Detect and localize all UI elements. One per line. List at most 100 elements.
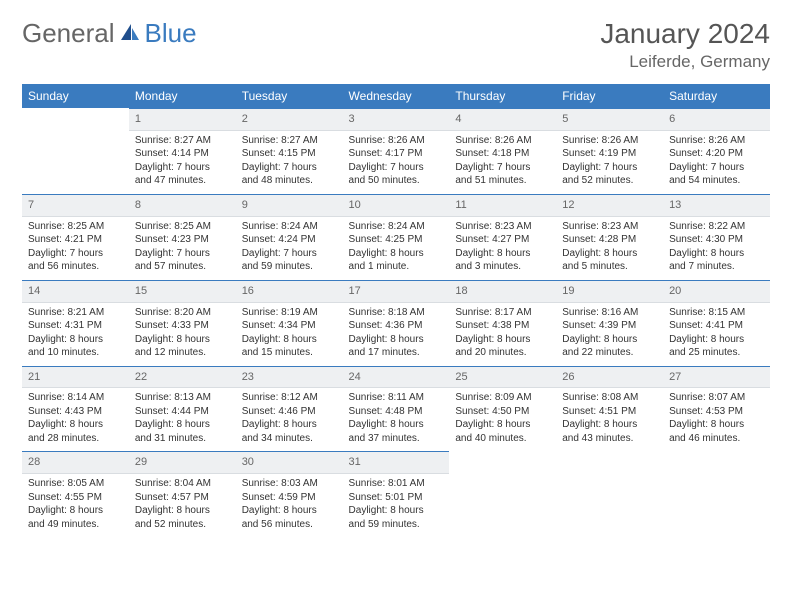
day-ss: Sunset: 4:14 PM: [135, 147, 230, 161]
calendar-day: 25Sunrise: 8:09 AMSunset: 4:50 PMDayligh…: [449, 366, 556, 452]
logo: General Blue: [22, 18, 197, 49]
month-title: January 2024: [600, 18, 770, 50]
calendar-day: 17Sunrise: 8:18 AMSunset: 4:36 PMDayligh…: [343, 280, 450, 366]
day-details: Sunrise: 8:04 AMSunset: 4:57 PMDaylight:…: [129, 474, 236, 537]
day-d2: and 46 minutes.: [669, 432, 764, 446]
day-ss: Sunset: 4:39 PM: [562, 319, 657, 333]
day-d2: and 50 minutes.: [349, 174, 444, 188]
day-ss: Sunset: 4:24 PM: [242, 233, 337, 247]
day-d2: and 1 minute.: [349, 260, 444, 274]
day-d2: and 31 minutes.: [135, 432, 230, 446]
day-number: 22: [129, 366, 236, 389]
weekday-header: Sunday: [22, 84, 129, 108]
day-sr: Sunrise: 8:26 AM: [455, 134, 550, 148]
day-ss: Sunset: 4:53 PM: [669, 405, 764, 419]
day-sr: Sunrise: 8:25 AM: [28, 220, 123, 234]
calendar-day: 19Sunrise: 8:16 AMSunset: 4:39 PMDayligh…: [556, 280, 663, 366]
day-number: 6: [663, 108, 770, 131]
day-ss: Sunset: 4:31 PM: [28, 319, 123, 333]
day-sr: Sunrise: 8:22 AM: [669, 220, 764, 234]
day-d2: and 5 minutes.: [562, 260, 657, 274]
day-sr: Sunrise: 8:26 AM: [669, 134, 764, 148]
day-d1: Daylight: 7 hours: [135, 247, 230, 261]
day-number: 12: [556, 194, 663, 217]
day-d1: Daylight: 7 hours: [242, 247, 337, 261]
calendar-day: 14Sunrise: 8:21 AMSunset: 4:31 PMDayligh…: [22, 280, 129, 366]
day-sr: Sunrise: 8:03 AM: [242, 477, 337, 491]
calendar-day: 10Sunrise: 8:24 AMSunset: 4:25 PMDayligh…: [343, 194, 450, 280]
day-sr: Sunrise: 8:17 AM: [455, 306, 550, 320]
day-details: Sunrise: 8:21 AMSunset: 4:31 PMDaylight:…: [22, 303, 129, 366]
day-d2: and 37 minutes.: [349, 432, 444, 446]
day-details: Sunrise: 8:11 AMSunset: 4:48 PMDaylight:…: [343, 388, 450, 451]
day-ss: Sunset: 4:30 PM: [669, 233, 764, 247]
day-d1: Daylight: 8 hours: [455, 333, 550, 347]
day-number: 29: [129, 451, 236, 474]
day-number: 1: [129, 108, 236, 131]
day-number: 11: [449, 194, 556, 217]
day-details: Sunrise: 8:23 AMSunset: 4:27 PMDaylight:…: [449, 217, 556, 280]
day-d2: and 59 minutes.: [242, 260, 337, 274]
day-d2: and 54 minutes.: [669, 174, 764, 188]
day-details: Sunrise: 8:20 AMSunset: 4:33 PMDaylight:…: [129, 303, 236, 366]
day-ss: Sunset: 4:27 PM: [455, 233, 550, 247]
day-ss: Sunset: 4:34 PM: [242, 319, 337, 333]
day-d2: and 57 minutes.: [135, 260, 230, 274]
day-ss: Sunset: 4:46 PM: [242, 405, 337, 419]
day-ss: Sunset: 4:20 PM: [669, 147, 764, 161]
day-ss: Sunset: 4:59 PM: [242, 491, 337, 505]
day-sr: Sunrise: 8:26 AM: [349, 134, 444, 148]
day-details: Sunrise: 8:07 AMSunset: 4:53 PMDaylight:…: [663, 388, 770, 451]
day-details: Sunrise: 8:26 AMSunset: 4:19 PMDaylight:…: [556, 131, 663, 194]
day-d2: and 34 minutes.: [242, 432, 337, 446]
day-sr: Sunrise: 8:16 AM: [562, 306, 657, 320]
day-d2: and 56 minutes.: [28, 260, 123, 274]
calendar-day: 5Sunrise: 8:26 AMSunset: 4:19 PMDaylight…: [556, 108, 663, 194]
day-d1: Daylight: 8 hours: [669, 247, 764, 261]
day-sr: Sunrise: 8:18 AM: [349, 306, 444, 320]
calendar-week: 28Sunrise: 8:05 AMSunset: 4:55 PMDayligh…: [22, 451, 770, 537]
day-sr: Sunrise: 8:21 AM: [28, 306, 123, 320]
calendar-day: 24Sunrise: 8:11 AMSunset: 4:48 PMDayligh…: [343, 366, 450, 452]
day-d1: Daylight: 8 hours: [28, 418, 123, 432]
day-ss: Sunset: 4:55 PM: [28, 491, 123, 505]
day-details: Sunrise: 8:15 AMSunset: 4:41 PMDaylight:…: [663, 303, 770, 366]
day-d2: and 52 minutes.: [562, 174, 657, 188]
day-number: 14: [22, 280, 129, 303]
day-details: Sunrise: 8:05 AMSunset: 4:55 PMDaylight:…: [22, 474, 129, 537]
day-ss: Sunset: 4:57 PM: [135, 491, 230, 505]
day-d2: and 22 minutes.: [562, 346, 657, 360]
calendar-day: 30Sunrise: 8:03 AMSunset: 4:59 PMDayligh…: [236, 451, 343, 537]
day-number: 15: [129, 280, 236, 303]
day-details: Sunrise: 8:18 AMSunset: 4:36 PMDaylight:…: [343, 303, 450, 366]
day-d1: Daylight: 7 hours: [242, 161, 337, 175]
day-sr: Sunrise: 8:09 AM: [455, 391, 550, 405]
weekday-header: Monday: [129, 84, 236, 108]
day-number: 16: [236, 280, 343, 303]
day-d1: Daylight: 8 hours: [242, 418, 337, 432]
day-ss: Sunset: 4:18 PM: [455, 147, 550, 161]
calendar-day: 27Sunrise: 8:07 AMSunset: 4:53 PMDayligh…: [663, 366, 770, 452]
day-details: Sunrise: 8:03 AMSunset: 4:59 PMDaylight:…: [236, 474, 343, 537]
day-ss: Sunset: 4:48 PM: [349, 405, 444, 419]
day-sr: Sunrise: 8:27 AM: [135, 134, 230, 148]
day-ss: Sunset: 4:38 PM: [455, 319, 550, 333]
calendar-day: 18Sunrise: 8:17 AMSunset: 4:38 PMDayligh…: [449, 280, 556, 366]
day-sr: Sunrise: 8:26 AM: [562, 134, 657, 148]
day-d2: and 15 minutes.: [242, 346, 337, 360]
calendar-day: 28Sunrise: 8:05 AMSunset: 4:55 PMDayligh…: [22, 451, 129, 537]
day-d2: and 28 minutes.: [28, 432, 123, 446]
calendar-day: 21Sunrise: 8:14 AMSunset: 4:43 PMDayligh…: [22, 366, 129, 452]
day-details: Sunrise: 8:26 AMSunset: 4:17 PMDaylight:…: [343, 131, 450, 194]
calendar-day: 15Sunrise: 8:20 AMSunset: 4:33 PMDayligh…: [129, 280, 236, 366]
day-d2: and 12 minutes.: [135, 346, 230, 360]
calendar-day: 16Sunrise: 8:19 AMSunset: 4:34 PMDayligh…: [236, 280, 343, 366]
day-d2: and 7 minutes.: [669, 260, 764, 274]
calendar-day-empty: [22, 108, 129, 194]
day-number: 24: [343, 366, 450, 389]
calendar-day: 9Sunrise: 8:24 AMSunset: 4:24 PMDaylight…: [236, 194, 343, 280]
day-sr: Sunrise: 8:15 AM: [669, 306, 764, 320]
header: General Blue January 2024 Leiferde, Germ…: [22, 18, 770, 72]
day-number: 3: [343, 108, 450, 131]
day-details: Sunrise: 8:26 AMSunset: 4:20 PMDaylight:…: [663, 131, 770, 194]
